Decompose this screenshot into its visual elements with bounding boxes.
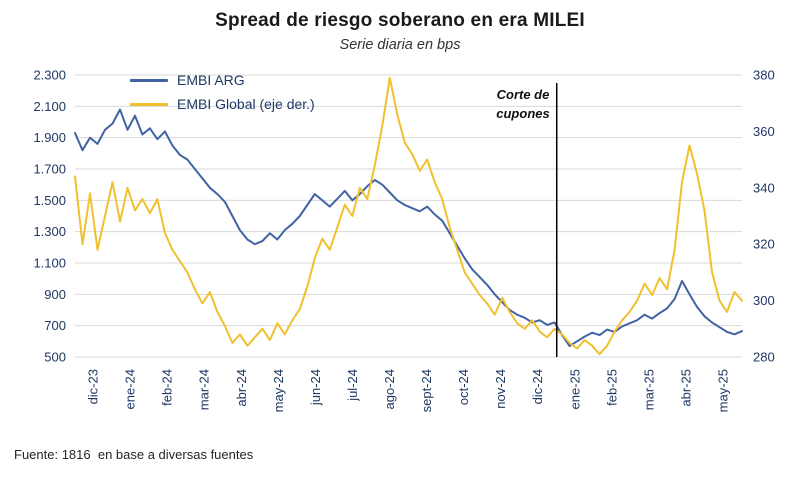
- x-axis-tick-label: dic-24: [530, 369, 545, 404]
- legend-label-embi-global: EMBI Global (eje der.): [177, 96, 315, 112]
- left-axis-tick-label: 1.700: [33, 162, 66, 177]
- left-axis-tick-label: 1.100: [33, 256, 66, 271]
- left-axis-tick-label: 2.300: [33, 68, 66, 83]
- series-line-embi-global: [74, 76, 743, 356]
- source-note: Fuente: 1816 en base a diversas fuentes: [14, 447, 254, 462]
- x-axis-tick-label: mar-24: [197, 369, 212, 410]
- left-axis-tick-label: 700: [44, 318, 66, 333]
- annotation-corte-de-cupones: Corte de cupones: [496, 87, 550, 121]
- left-axis-tick-label: 2.100: [33, 99, 66, 114]
- embi-arg-line-swatch: [130, 78, 168, 82]
- legend-item-embi-arg: EMBI ARG: [130, 72, 315, 88]
- x-axis-tick-label: abr-24: [234, 369, 249, 407]
- right-axis-tick-label: 300: [753, 293, 775, 308]
- x-axis-tick-label: jun-24: [308, 369, 323, 406]
- legend: EMBI ARG EMBI Global (eje der.): [130, 72, 315, 112]
- left-axis-tick-label: 1.300: [33, 224, 66, 239]
- x-axis-tick-label: ene-25: [567, 369, 582, 409]
- right-axis-tick-label: 360: [753, 124, 775, 139]
- x-axis-tick-label: ene-24: [123, 369, 138, 409]
- legend-item-embi-global: EMBI Global (eje der.): [130, 96, 315, 112]
- x-axis-tick-label: dic-23: [86, 369, 101, 404]
- left-axis-tick-label: 1.900: [33, 130, 66, 145]
- x-axis-tick-label: may-24: [271, 369, 286, 412]
- x-axis-tick-label: oct-24: [456, 369, 471, 405]
- right-axis-tick-label: 380: [753, 68, 775, 83]
- right-axis-tick-label: 280: [753, 350, 775, 365]
- x-axis-tick-label: ago-24: [382, 369, 397, 409]
- x-axis-tick-label: feb-24: [160, 369, 175, 406]
- chart-subtitle: Serie diaria en bps: [339, 37, 461, 53]
- x-axis-tick-label: abr-25: [678, 369, 693, 407]
- left-axis-tick-label: 900: [44, 287, 66, 302]
- x-axis-tick-label: nov-24: [493, 369, 508, 409]
- embi-global-line-swatch: [130, 102, 168, 106]
- x-axis-tick-label: mar-25: [641, 369, 656, 410]
- x-axis-tick-label: may-25: [715, 369, 730, 412]
- right-axis-tick-label: 320: [753, 237, 775, 252]
- x-axis-tick-label: feb-25: [604, 369, 619, 406]
- legend-label-embi-arg: EMBI ARG: [177, 72, 245, 88]
- x-axis-tick-label: sept-24: [419, 369, 434, 412]
- series-line-embi-arg: [74, 108, 743, 347]
- chart-title: Spread de riesgo soberano en era MILEI: [215, 10, 585, 31]
- left-axis-tick-label: 500: [44, 350, 66, 365]
- right-axis-tick-label: 340: [753, 180, 775, 195]
- x-axis-tick-label: jul-24: [345, 369, 360, 402]
- left-axis-tick-label: 1.500: [33, 193, 66, 208]
